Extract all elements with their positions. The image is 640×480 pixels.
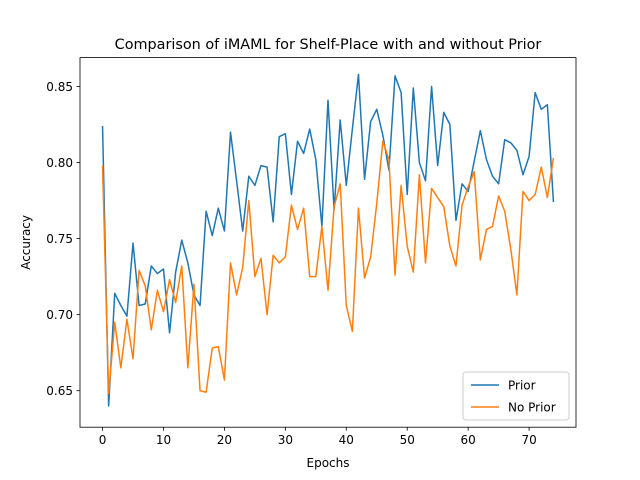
x-tick-label: 70 xyxy=(521,433,536,447)
y-axis-ticks: 0.65 0.70 0.75 0.80 0.85 xyxy=(46,80,80,398)
x-axis-label: Epochs xyxy=(307,456,350,470)
legend-label-no-prior: No Prior xyxy=(508,401,556,415)
plot-frame xyxy=(79,57,577,428)
y-axis-label: Accuracy xyxy=(19,215,33,270)
x-tick-label: 30 xyxy=(278,433,293,447)
x-tick-label: 20 xyxy=(217,433,232,447)
y-tick-label: 0.65 xyxy=(46,384,73,398)
series-layer xyxy=(101,73,555,407)
chart-title: Comparison of iMAML for Shelf-Place with… xyxy=(115,37,542,53)
y-tick-label: 0.70 xyxy=(46,308,73,322)
legend: Prior No Prior xyxy=(462,371,570,421)
x-tick-label: 10 xyxy=(156,433,171,447)
series-line-no-prior xyxy=(101,140,555,395)
x-axis-ticks: 0 10 20 30 40 50 60 70 xyxy=(99,427,537,447)
x-tick-label: 0 xyxy=(99,433,107,447)
legend-box xyxy=(462,371,570,421)
x-tick-label: 40 xyxy=(339,433,354,447)
y-tick-label: 0.85 xyxy=(46,80,73,94)
x-tick-label: 50 xyxy=(400,433,415,447)
y-tick-label: 0.80 xyxy=(46,156,73,170)
y-tick-label: 0.75 xyxy=(46,232,73,246)
x-tick-label: 60 xyxy=(461,433,476,447)
series-line-prior xyxy=(101,73,555,407)
legend-label-prior: Prior xyxy=(508,379,536,393)
